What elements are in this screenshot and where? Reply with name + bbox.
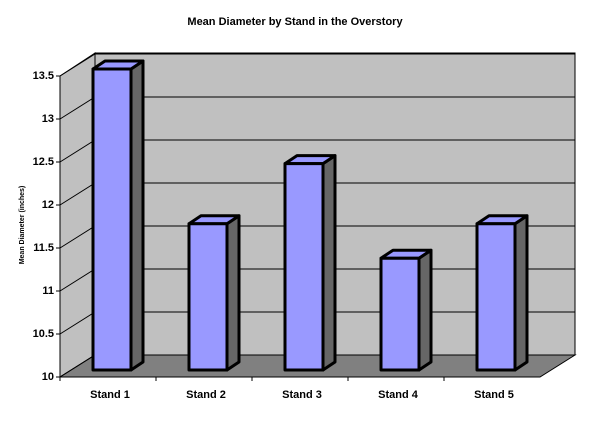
bar-front [283, 162, 325, 372]
bar [91, 59, 145, 372]
side-wall [59, 52, 96, 378]
x-tick-label: Stand 1 [90, 389, 130, 401]
x-tick-label: Stand 3 [282, 389, 322, 401]
bar-side [225, 214, 241, 372]
bar [187, 214, 241, 372]
bar-front [187, 222, 229, 372]
bar-side [129, 59, 145, 372]
y-tick-label: 11.5 [33, 242, 54, 254]
bar-side [321, 154, 337, 372]
y-tick-label: 11 [42, 285, 54, 297]
bar [379, 248, 433, 372]
y-tick-label: 10 [42, 371, 54, 383]
bar-front [379, 256, 421, 372]
grid-line [59, 53, 575, 77]
y-tick-label: 12.5 [33, 156, 54, 168]
bar-side [513, 214, 529, 372]
bar [283, 154, 337, 372]
y-tick-label: 13 [42, 113, 54, 125]
x-tick-label: Stand 2 [186, 389, 226, 401]
x-tick-label: Stand 4 [378, 389, 419, 401]
bar [475, 214, 529, 372]
y-tick-label: 13.5 [33, 70, 54, 82]
bar-front [91, 67, 133, 372]
bar-side [417, 248, 433, 372]
bar-front [475, 222, 517, 372]
y-tick-label: 10.5 [33, 328, 54, 340]
y-axis-title: Mean Diameter (inches) [19, 186, 26, 265]
chart-title: Mean Diameter by Stand in the Overstory [187, 16, 403, 28]
x-tick-label: Stand 5 [474, 389, 514, 401]
y-tick-label: 12 [42, 199, 54, 211]
